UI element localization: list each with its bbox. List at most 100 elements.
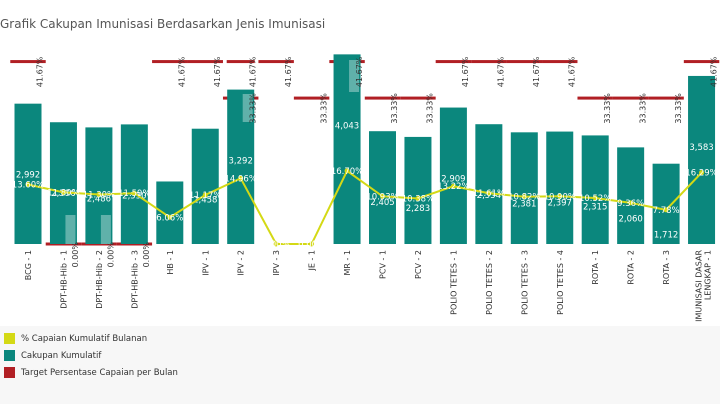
x-tick-polio-tetes-2: POLIO TETES - 2 bbox=[485, 250, 494, 315]
legend-item-cakupan[interactable]: Cakupan Kumulatif bbox=[4, 350, 101, 361]
capaian-point-hb-1 bbox=[167, 214, 173, 220]
capaian-point-pcv-1 bbox=[380, 193, 385, 199]
target-label-ipv-1: 41.67% bbox=[213, 56, 222, 87]
target-label-rota-2: 33.33% bbox=[638, 93, 647, 124]
x-tick-dpt-hb-hib-1: DPT-HB-Hib - 1 bbox=[59, 250, 68, 309]
capaian-point-je-1 bbox=[309, 241, 315, 247]
bar-rota-3 bbox=[652, 163, 680, 244]
target-line-rota-2 bbox=[612, 96, 649, 100]
target-label-pcv-2: 33.33% bbox=[426, 93, 435, 124]
bar-label-rota-2: 2,060 bbox=[618, 214, 642, 224]
target-line-polio-tetes-2 bbox=[471, 60, 507, 64]
capaian-label-je-1: 0.00% bbox=[298, 240, 325, 250]
target-line-pcv-2 bbox=[400, 96, 436, 100]
capaian-label-dpt-hb-hib-2: 11.30% bbox=[83, 191, 115, 201]
capaian-label-polio-tetes-3: 10.82% bbox=[508, 193, 540, 203]
chart-title: Grafik Cakupan Imunisasi Berdasarkan Jen… bbox=[0, 17, 326, 31]
bar-dpt-hb-hib-2 bbox=[85, 127, 113, 244]
capaian-label-polio-tetes-1: 13.22% bbox=[437, 182, 469, 192]
bar-highlight-ipv-2 bbox=[242, 94, 253, 122]
target-label-ipv-3: 41.67% bbox=[284, 56, 293, 87]
x-tick-rota-3: ROTA - 3 bbox=[662, 250, 671, 285]
bar-polio-tetes-2 bbox=[475, 124, 503, 244]
bar-label-pcv-1: 2,405 bbox=[370, 198, 394, 208]
bar-bcg-1 bbox=[14, 103, 42, 244]
capaian-point-rota-1 bbox=[592, 195, 598, 201]
capaian-label-pcv-2: 10.38% bbox=[402, 194, 434, 204]
legend-item-capaian[interactable]: % Capaian Kumulatif Bulanan bbox=[4, 333, 147, 344]
capaian-point-dpt-hb-hib-3 bbox=[131, 190, 137, 196]
legend-swatch-target bbox=[4, 367, 15, 378]
target-line-polio-tetes-3 bbox=[506, 60, 543, 64]
capaian-point-ipv-3 bbox=[273, 241, 279, 247]
legend-swatch-cakupan bbox=[4, 350, 15, 361]
x-tick-dpt-hb-hib-3: DPT-HB-Hib - 3 bbox=[130, 250, 139, 309]
target-label-bcg-1: 41.67% bbox=[36, 56, 45, 87]
capaian-label-bcg-1: 13.60% bbox=[12, 180, 44, 190]
x-tick-polio-tetes-4: POLIO TETES - 4 bbox=[556, 250, 565, 315]
bar-polio-tetes-4 bbox=[546, 131, 574, 244]
target-line-ipv-1 bbox=[187, 60, 223, 64]
bar-label-rota-3: 1,712 bbox=[654, 231, 678, 241]
bar-highlight-mr-1 bbox=[349, 60, 360, 92]
target-line-ipv-3 bbox=[258, 60, 294, 64]
capaian-point-rota-3 bbox=[663, 207, 669, 213]
capaian-point-dpt-hb-hib-2 bbox=[96, 192, 102, 198]
bar-rota-2 bbox=[617, 147, 645, 244]
bar-mr-1 bbox=[333, 54, 361, 245]
capaian-point-ipv-2 bbox=[238, 175, 244, 181]
capaian-point-polio-tetes-4 bbox=[557, 193, 563, 199]
x-tick-pcv-2: PCV - 2 bbox=[414, 250, 423, 279]
target-label-pcv-1: 33.33% bbox=[390, 93, 399, 124]
target-line-rota-3 bbox=[648, 96, 684, 100]
x-tick-rota-2: ROTA - 2 bbox=[627, 250, 636, 285]
target-line-pcv-1 bbox=[364, 96, 401, 100]
bar-polio-tetes-1 bbox=[439, 107, 467, 244]
capaian-label-ipv-3: 0.00% bbox=[263, 240, 290, 250]
x-tick-pcv-1: PCV - 1 bbox=[379, 250, 388, 279]
capaian-label-polio-tetes-4: 10.90% bbox=[544, 192, 576, 202]
capaian-point-polio-tetes-1 bbox=[450, 183, 456, 189]
x-tick-ipv-3: IPV - 3 bbox=[272, 250, 281, 276]
target-line-polio-tetes-4 bbox=[542, 60, 578, 64]
target-line-ipv-2-secondary bbox=[226, 60, 255, 64]
bar-highlight-dpt-hb-hib-2 bbox=[100, 215, 111, 244]
capaian-point-mr-1 bbox=[344, 168, 350, 174]
capaian-point-dpt-hb-hib-1 bbox=[60, 189, 66, 195]
x-tick-je-1: JE - 1 bbox=[308, 250, 317, 271]
bar-label-polio-tetes-1: 2,909 bbox=[441, 175, 465, 185]
capaian-point-bcg-1 bbox=[25, 181, 31, 187]
capaian-label-mr-1: 16.70% bbox=[331, 167, 363, 177]
bar-rota-1 bbox=[581, 135, 609, 244]
bar-label-dpt-hb-hib-3: 2,550 bbox=[122, 191, 146, 201]
capaian-label-pcv-1: 10.93% bbox=[366, 192, 398, 202]
target-line-hb-1 bbox=[152, 60, 188, 64]
target-label-polio-tetes-4: 41.67% bbox=[567, 56, 576, 87]
capaian-label-dpt-hb-hib-3: 11.59% bbox=[118, 189, 150, 199]
target-label-imunisasi-dasar-lengkap-1: 41.67% bbox=[709, 56, 718, 87]
bar-highlight-dpt-hb-hib-1 bbox=[65, 215, 76, 244]
bar-label-mr-1: 4,043 bbox=[335, 121, 359, 131]
legend-label-cakupan: Cakupan Kumulatif bbox=[21, 350, 102, 361]
x-tick-ipv-1: IPV - 1 bbox=[201, 250, 210, 276]
capaian-label-polio-tetes-2: 11.61% bbox=[473, 189, 505, 199]
legend-swatch-capaian bbox=[4, 333, 15, 344]
bar-label-imunisasi-dasar-lengkap-1: 3,583 bbox=[689, 143, 713, 153]
capaian-label-imunisasi-dasar-lengkap-1: 16.29% bbox=[685, 169, 717, 179]
legend-label-capaian: % Capaian Kumulatif Bulanan bbox=[21, 333, 148, 344]
capaian-label-rota-1: 10.52% bbox=[579, 194, 611, 204]
bar-dpt-hb-hib-3 bbox=[120, 124, 148, 244]
bar-label-rota-1: 2,315 bbox=[583, 202, 607, 212]
target-line-imunisasi-dasar-lengkap-1 bbox=[683, 60, 720, 64]
target-label-je-1: 33.33% bbox=[319, 93, 328, 124]
capaian-point-ipv-1 bbox=[202, 192, 208, 198]
bar-pcv-1 bbox=[369, 131, 396, 244]
target-label-mr-1: 41.67% bbox=[355, 56, 364, 87]
target-line-bcg-1 bbox=[10, 60, 46, 64]
capaian-point-polio-tetes-2 bbox=[486, 190, 492, 196]
x-tick-bcg-1: BCG - 1 bbox=[24, 250, 33, 280]
bar-label-ipv-2: 3,292 bbox=[229, 157, 253, 167]
bar-ipv-2 bbox=[227, 89, 255, 244]
legend-item-target[interactable]: Target Persentase Capaian per Bulan bbox=[4, 367, 178, 378]
bar-pcv-2 bbox=[404, 136, 432, 244]
